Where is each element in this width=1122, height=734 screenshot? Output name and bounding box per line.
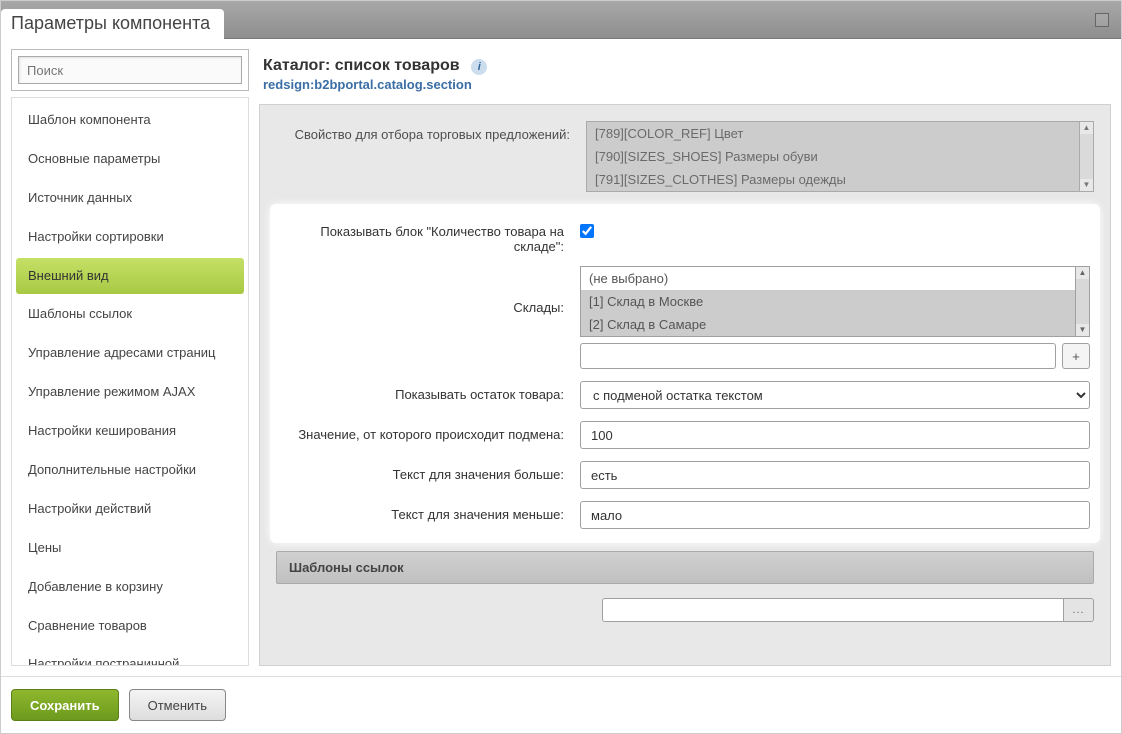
- select-option[interactable]: [1] Склад в Москве: [581, 290, 1075, 313]
- select-option[interactable]: [791][SIZES_CLOTHES] Размеры одежды: [587, 168, 1079, 191]
- threshold-input[interactable]: [580, 421, 1090, 449]
- row-stores: Склады: (не выбрано)[1] Склад в Москве[2…: [270, 266, 1090, 369]
- page-title: Каталог: список товаров: [263, 57, 460, 75]
- row-show-stock: Показывать блок "Количество товара на ск…: [270, 218, 1090, 254]
- sidebar-item[interactable]: Цены: [16, 530, 244, 567]
- scrollbar[interactable]: ▲ ▼: [1080, 121, 1094, 192]
- row-text-more: Текст для значения больше:: [270, 461, 1090, 489]
- label-offer-property: Свойство для отбора торговых предложений…: [276, 121, 586, 142]
- search-input[interactable]: [18, 56, 242, 84]
- sidebar: Шаблон компонентаОсновные параметрыИсточ…: [11, 49, 249, 666]
- sidebar-nav[interactable]: Шаблон компонентаОсновные параметрыИсточ…: [11, 97, 249, 666]
- trailing-row: ...: [276, 598, 1094, 622]
- sidebar-item[interactable]: Управление адресами страниц: [16, 335, 244, 372]
- main-panel: Каталог: список товаров i redsign:b2bpor…: [259, 49, 1111, 666]
- save-button[interactable]: Сохранить: [11, 689, 119, 721]
- sidebar-item[interactable]: Добавление в корзину: [16, 569, 244, 606]
- stores-select[interactable]: (не выбрано)[1] Склад в Москве[2] Склад …: [580, 266, 1090, 337]
- sidebar-item[interactable]: Настройки сортировки: [16, 219, 244, 256]
- sidebar-item[interactable]: Настройки кеширования: [16, 413, 244, 450]
- browse-button[interactable]: ...: [1064, 598, 1094, 622]
- scroll-up-icon[interactable]: ▲: [1080, 122, 1093, 134]
- row-threshold: Значение, от которого происходит подмена…: [270, 421, 1090, 449]
- scrollbar[interactable]: ▲ ▼: [1076, 266, 1090, 337]
- sidebar-item[interactable]: Настройки постраничной: [16, 646, 244, 666]
- sidebar-item[interactable]: Управление режимом AJAX: [16, 374, 244, 411]
- sidebar-item[interactable]: Внешний вид: [16, 258, 244, 295]
- select-option[interactable]: (не выбрано): [581, 267, 1075, 290]
- dialog-window: Параметры компонента Шаблон компонентаОс…: [0, 0, 1122, 734]
- select-option[interactable]: [2] Склад в Самаре: [581, 313, 1075, 336]
- add-store-button[interactable]: +: [1062, 343, 1090, 369]
- titlebar: Параметры компонента: [1, 1, 1121, 39]
- text-more-input[interactable]: [580, 461, 1090, 489]
- window-title: Параметры компонента: [1, 9, 224, 44]
- trailing-input[interactable]: [602, 598, 1064, 622]
- section-link-templates[interactable]: Шаблоны ссылок: [276, 551, 1094, 584]
- stores-extra-input[interactable]: [580, 343, 1056, 369]
- sidebar-item[interactable]: Шаблон компонента: [16, 102, 244, 139]
- dialog-body: Шаблон компонентаОсновные параметрыИсточ…: [1, 39, 1121, 676]
- search-wrap: [11, 49, 249, 91]
- row-show-remainder: Показывать остаток товара: с подменой ос…: [270, 381, 1090, 409]
- text-less-input[interactable]: [580, 501, 1090, 529]
- label-show-stock: Показывать блок "Количество товара на ск…: [270, 218, 580, 254]
- sidebar-item[interactable]: Сравнение товаров: [16, 608, 244, 645]
- cancel-button[interactable]: Отменить: [129, 689, 226, 721]
- sidebar-item[interactable]: Шаблоны ссылок: [16, 296, 244, 333]
- scroll-up-icon[interactable]: ▲: [1076, 267, 1089, 279]
- select-option[interactable]: [789][COLOR_REF] Цвет: [587, 122, 1079, 145]
- info-icon[interactable]: i: [471, 59, 487, 75]
- content-header: Каталог: список товаров i redsign:b2bpor…: [259, 49, 1111, 104]
- scroll-down-icon[interactable]: ▼: [1076, 324, 1089, 336]
- settings-content: Свойство для отбора торговых предложений…: [259, 104, 1111, 666]
- row-text-less: Текст для значения меньше:: [270, 501, 1090, 529]
- label-text-more: Текст для значения больше:: [270, 461, 580, 482]
- sidebar-item[interactable]: Основные параметры: [16, 141, 244, 178]
- show-stock-checkbox[interactable]: [580, 224, 594, 238]
- label-stores: Склады:: [270, 266, 580, 315]
- label-show-remainder: Показывать остаток товара:: [270, 381, 580, 402]
- label-text-less: Текст для значения меньше:: [270, 501, 580, 522]
- show-remainder-select[interactable]: с подменой остатка текстом: [580, 381, 1090, 409]
- sidebar-item[interactable]: Источник данных: [16, 180, 244, 217]
- component-id: redsign:b2bportal.catalog.section: [263, 77, 1107, 92]
- maximize-icon[interactable]: [1095, 13, 1109, 27]
- sidebar-item[interactable]: Настройки действий: [16, 491, 244, 528]
- dialog-footer: Сохранить Отменить: [1, 676, 1121, 733]
- row-offer-property: Свойство для отбора торговых предложений…: [276, 121, 1094, 192]
- sidebar-item[interactable]: Дополнительные настройки: [16, 452, 244, 489]
- offer-property-select[interactable]: [789][COLOR_REF] Цвет[790][SIZES_SHOES] …: [586, 121, 1094, 192]
- select-option[interactable]: [790][SIZES_SHOES] Размеры обуви: [587, 145, 1079, 168]
- highlighted-settings: Показывать блок "Количество товара на ск…: [270, 204, 1100, 543]
- scroll-down-icon[interactable]: ▼: [1080, 179, 1093, 191]
- label-threshold: Значение, от которого происходит подмена…: [270, 421, 580, 442]
